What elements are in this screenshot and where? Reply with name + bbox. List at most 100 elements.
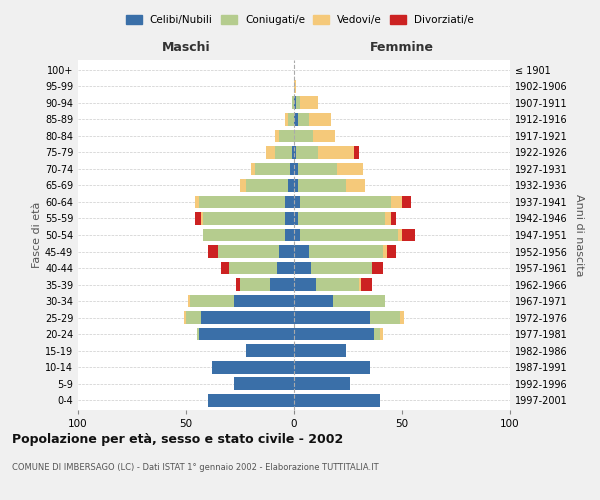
Bar <box>298 212 385 225</box>
Bar <box>294 377 350 390</box>
Bar <box>286 212 294 225</box>
Bar <box>294 262 311 274</box>
Bar <box>203 212 286 225</box>
Bar <box>337 162 363 175</box>
Bar <box>294 179 298 192</box>
Bar <box>236 278 240 291</box>
Bar <box>294 360 370 374</box>
Bar <box>294 196 301 208</box>
Text: Popolazione per età, sesso e stato civile - 2002: Popolazione per età, sesso e stato civil… <box>12 432 343 446</box>
Bar <box>318 146 355 159</box>
Bar <box>275 146 292 159</box>
Bar <box>313 130 335 142</box>
Bar <box>374 328 380 340</box>
Bar <box>402 196 410 208</box>
Bar <box>355 146 359 159</box>
Bar <box>398 228 402 241</box>
Bar <box>188 294 190 308</box>
Bar <box>247 344 294 357</box>
Bar <box>383 245 387 258</box>
Bar <box>194 212 201 225</box>
Bar <box>294 394 380 406</box>
Bar <box>201 212 203 225</box>
Bar <box>286 113 287 126</box>
Bar <box>247 179 287 192</box>
Bar <box>199 328 294 340</box>
Bar <box>184 311 186 324</box>
Bar <box>301 196 391 208</box>
Bar <box>298 113 309 126</box>
Bar <box>218 245 279 258</box>
Bar <box>333 294 385 308</box>
Bar <box>296 96 301 110</box>
Bar <box>229 262 277 274</box>
Bar <box>294 245 309 258</box>
Bar <box>372 262 383 274</box>
Bar <box>296 146 318 159</box>
Bar <box>277 262 294 274</box>
Bar <box>294 146 296 159</box>
Bar <box>294 311 370 324</box>
Bar <box>294 278 316 291</box>
Bar <box>279 245 294 258</box>
Bar <box>346 179 365 192</box>
Bar <box>292 146 294 159</box>
Bar <box>212 360 294 374</box>
Bar <box>201 311 294 324</box>
Bar <box>286 228 294 241</box>
Bar <box>294 113 298 126</box>
Y-axis label: Fasce di età: Fasce di età <box>32 202 42 268</box>
Bar <box>287 113 294 126</box>
Bar <box>391 196 402 208</box>
Bar <box>301 96 318 110</box>
Bar <box>294 162 298 175</box>
Bar <box>294 96 296 110</box>
Bar <box>208 245 218 258</box>
Bar <box>311 262 372 274</box>
Bar <box>294 344 346 357</box>
Bar <box>380 328 383 340</box>
Bar <box>294 130 313 142</box>
Bar <box>385 212 391 225</box>
Bar <box>370 311 400 324</box>
Bar <box>251 162 255 175</box>
Bar <box>294 212 298 225</box>
Bar <box>298 179 346 192</box>
Text: Maschi: Maschi <box>161 41 211 54</box>
Bar <box>255 162 290 175</box>
Bar <box>391 212 395 225</box>
Bar <box>294 328 374 340</box>
Bar <box>233 294 294 308</box>
Bar <box>309 113 331 126</box>
Bar <box>203 228 286 241</box>
Bar <box>387 245 395 258</box>
Bar <box>221 262 229 274</box>
Bar <box>359 278 361 291</box>
Bar <box>294 294 333 308</box>
Bar <box>190 294 233 308</box>
Bar <box>286 196 294 208</box>
Bar <box>270 278 294 291</box>
Bar <box>275 130 279 142</box>
Bar <box>402 228 415 241</box>
Bar <box>240 179 247 192</box>
Bar <box>292 96 294 110</box>
Bar <box>194 196 199 208</box>
Bar <box>298 162 337 175</box>
Text: COMUNE DI IMBERSAGO (LC) - Dati ISTAT 1° gennaio 2002 - Elaborazione TUTTITALIA.: COMUNE DI IMBERSAGO (LC) - Dati ISTAT 1°… <box>12 462 379 471</box>
Bar <box>233 377 294 390</box>
Bar <box>301 228 398 241</box>
Bar <box>316 278 359 291</box>
Bar <box>290 162 294 175</box>
Bar <box>208 394 294 406</box>
Bar <box>240 278 270 291</box>
Bar <box>309 245 383 258</box>
Bar <box>294 228 301 241</box>
Bar <box>279 130 294 142</box>
Bar <box>199 196 286 208</box>
Bar <box>294 80 296 93</box>
Y-axis label: Anni di nascita: Anni di nascita <box>574 194 584 276</box>
Bar <box>197 328 199 340</box>
Text: Femmine: Femmine <box>370 41 434 54</box>
Legend: Celibi/Nubili, Coniugati/e, Vedovi/e, Divorziati/e: Celibi/Nubili, Coniugati/e, Vedovi/e, Di… <box>124 12 476 27</box>
